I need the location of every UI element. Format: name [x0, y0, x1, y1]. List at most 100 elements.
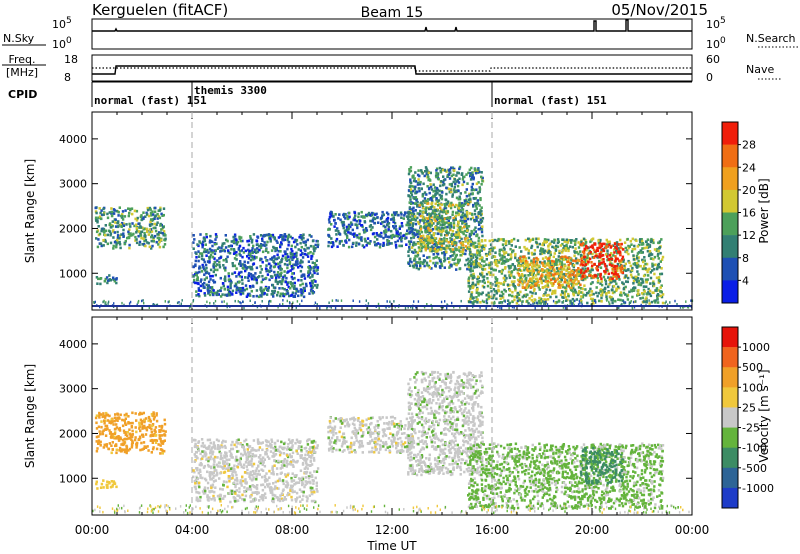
data-cell [124, 423, 128, 426]
data-cell [466, 215, 469, 218]
data-cell [228, 290, 232, 294]
data-cell [419, 229, 422, 232]
data-cell [244, 269, 247, 273]
data-cell [555, 244, 558, 248]
data-cell [294, 261, 298, 264]
data-cell [449, 255, 452, 258]
data-cell [473, 212, 477, 216]
data-cell [450, 182, 453, 186]
data-cell [226, 255, 229, 259]
data-cell [600, 250, 603, 254]
data-cell [552, 260, 555, 263]
data-cell [640, 239, 644, 243]
ground-scatter-cell [168, 300, 170, 303]
data-cell [110, 214, 114, 217]
data-cell [117, 220, 120, 223]
data-cell [117, 225, 120, 228]
data-cell [454, 257, 457, 260]
ground-scatter-cell [417, 300, 420, 303]
data-cell [518, 274, 521, 277]
data-cell [539, 260, 542, 264]
data-cell [119, 246, 122, 250]
data-cell [442, 239, 445, 243]
data-cell [454, 218, 457, 221]
data-cell [567, 249, 570, 253]
data-cell [223, 277, 226, 281]
data-cell [429, 183, 432, 186]
data-cell [396, 239, 400, 243]
data-cell [612, 279, 615, 283]
data-cell [574, 259, 577, 263]
data-cell [542, 264, 545, 267]
data-cell [327, 241, 330, 244]
data-cell [577, 280, 580, 283]
data-cell [397, 233, 401, 236]
data-cell [570, 269, 573, 273]
data-cell [645, 292, 648, 295]
data-cell [414, 209, 417, 212]
data-cell [420, 169, 423, 172]
data-cell [407, 219, 411, 222]
data-cell [277, 236, 281, 239]
data-cell [248, 252, 252, 255]
data-cell [580, 268, 583, 272]
data-cell [235, 243, 239, 246]
data-cell [629, 264, 632, 268]
data-cell [201, 245, 204, 249]
ground-scatter-cell [679, 306, 682, 309]
data-cell [310, 286, 313, 289]
data-cell [424, 248, 427, 252]
data-cell [487, 291, 490, 295]
data-cell [469, 254, 473, 258]
data-cell [300, 279, 303, 282]
data-cell [596, 265, 599, 269]
data-cell [198, 294, 201, 298]
data-cell [289, 252, 293, 256]
data-cell [107, 279, 110, 282]
data-cell [416, 216, 419, 220]
data-cell [583, 284, 586, 287]
data-cell [633, 278, 637, 281]
data-cell [583, 275, 586, 278]
data-cell [527, 256, 531, 260]
data-cell [635, 254, 639, 258]
data-cell [114, 218, 117, 221]
data-cell [655, 276, 659, 280]
data-cell [552, 264, 555, 268]
data-cell [94, 416, 98, 420]
data-cell [241, 239, 244, 243]
data-cell [300, 238, 304, 241]
data-cell [455, 211, 458, 215]
data-cell [435, 186, 439, 190]
data-cell [293, 276, 296, 280]
data-cell [104, 277, 107, 281]
data-cell [553, 291, 556, 295]
data-cell [384, 225, 387, 229]
data-cell [488, 252, 492, 256]
data-cell [461, 250, 464, 254]
data-cell [551, 266, 554, 269]
data-cell [214, 242, 217, 246]
ground-scatter-cell [226, 302, 228, 306]
data-cell [251, 256, 254, 259]
data-cell [342, 244, 345, 247]
data-cell [433, 186, 437, 189]
data-cell [266, 273, 270, 276]
data-cell [408, 185, 411, 189]
data-cell [214, 249, 217, 252]
data-cell [649, 271, 652, 274]
data-cell [543, 238, 547, 241]
data-cell [632, 287, 635, 290]
data-cell [434, 248, 438, 251]
data-cell [624, 274, 627, 277]
data-cell [327, 218, 331, 221]
data-cell [208, 241, 212, 244]
data-cell [473, 188, 476, 192]
data-cell [456, 228, 460, 232]
data-cell [516, 268, 519, 272]
data-cell [446, 175, 449, 178]
data-cell [467, 225, 471, 228]
data-cell [431, 239, 434, 242]
data-cell [135, 241, 139, 245]
